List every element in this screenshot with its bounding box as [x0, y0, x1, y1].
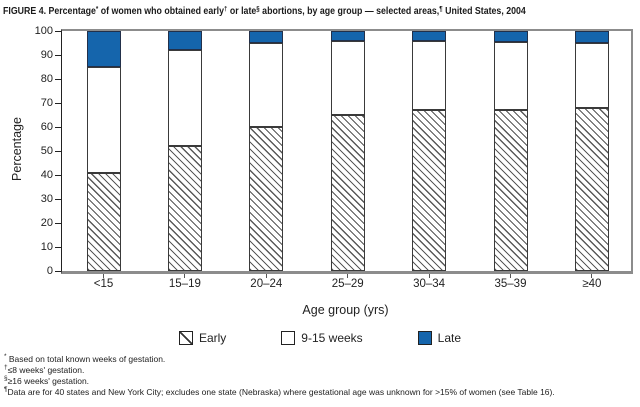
bar	[493, 31, 528, 271]
footnote-1: * Based on total known weeks of gestatio…	[4, 353, 166, 364]
bar-segment-late	[574, 31, 609, 43]
y-tick	[55, 198, 61, 200]
legend-label: 9-15 weeks	[301, 331, 363, 345]
figure-title: FIGURE 4. Percentage* of women who obtai…	[3, 6, 526, 17]
x-tick	[428, 274, 430, 278]
legend-swatch-fill-icon	[417, 331, 432, 345]
bar-segment-9-15-weeks	[412, 40, 447, 111]
bar	[412, 31, 447, 271]
bar	[249, 31, 284, 271]
footnote-symbol: †	[4, 364, 8, 371]
footnote-marker-asterisk: *	[95, 6, 99, 13]
legend-item-late: Late	[417, 331, 462, 345]
y-tick	[55, 102, 61, 104]
y-tick-label: 0	[46, 265, 53, 277]
x-axis-title: Age group (yrs)	[302, 303, 389, 317]
legend-label: Late	[437, 331, 462, 345]
y-tick	[55, 126, 61, 128]
footnote-marker-dagger: †	[223, 6, 228, 13]
y-tick	[55, 174, 61, 176]
bar-segment-early	[167, 146, 202, 271]
y-tick	[55, 78, 61, 80]
x-tick	[184, 274, 186, 278]
x-tick	[265, 274, 267, 278]
bar	[167, 31, 202, 271]
y-tick-label: 80	[40, 73, 53, 85]
footnote-3: §≥16 weeks' gestation.	[4, 375, 90, 386]
bar-segment-late	[167, 31, 202, 51]
bar-segment-late	[249, 31, 284, 43]
bar-segment-late	[86, 31, 121, 67]
y-axis-title: Percentage	[10, 117, 24, 181]
bar-segment-early	[493, 110, 528, 271]
y-tick	[55, 150, 61, 152]
bar	[574, 31, 609, 271]
footnote-marker-section: §	[256, 6, 260, 13]
bar-segment-9-15-weeks	[249, 43, 284, 127]
legend-item-9-15-weeks: 9-15 weeks	[281, 331, 363, 345]
bar-segment-9-15-weeks	[86, 67, 121, 173]
bar-segment-9-15-weeks	[574, 43, 609, 108]
legend-swatch-white-icon	[281, 331, 296, 345]
x-tick-label: 20–24	[250, 278, 283, 290]
bar-segment-late	[330, 31, 365, 41]
footnote-symbol: §	[4, 375, 8, 382]
bar-segment-early	[412, 110, 447, 271]
footnotes: * Based on total known weeks of gestatio…	[4, 353, 555, 398]
x-tick-label: 15–19	[168, 278, 201, 290]
x-tick-label: ≥40	[582, 278, 602, 290]
y-tick	[55, 54, 61, 56]
footnote-2: †≤8 weeks' gestation.	[4, 364, 85, 375]
y-tick-label: 20	[40, 217, 53, 229]
bar-segment-early	[249, 127, 284, 271]
y-tick-label: 40	[40, 169, 53, 181]
x-tick-label: 35–39	[494, 278, 527, 290]
bar-segment-late	[493, 31, 528, 42]
bar	[86, 31, 121, 271]
legend: Early 9-15 weeks Late	[0, 331, 640, 345]
footnote-marker-pilcrow: ¶	[439, 6, 443, 13]
y-tick-label: 100	[34, 25, 53, 37]
legend-swatch-hatch-icon	[178, 331, 193, 345]
y-tick-label: 70	[40, 97, 53, 109]
bar-segment-early	[330, 115, 365, 271]
legend-item-early: Early	[178, 331, 227, 345]
y-tick	[55, 270, 61, 272]
y-tick	[55, 222, 61, 224]
y-tick-label: 90	[40, 49, 53, 61]
bar-segment-early	[86, 172, 121, 271]
y-tick-label: 50	[40, 145, 53, 157]
x-tick	[591, 274, 593, 278]
bar-segment-early	[574, 107, 609, 271]
bar-segment-9-15-weeks	[330, 40, 365, 115]
x-tick-label: 25–29	[331, 278, 364, 290]
x-tick	[347, 274, 349, 278]
bar-segment-9-15-weeks	[167, 50, 202, 147]
plot-area: 0 10 20 30 40 50 60 70 80 90 100 <15 15–19 20–24 25–29…	[35, 25, 633, 290]
y-tick-label: 60	[40, 121, 53, 133]
footnote-4: ¶Data are for 40 states and New York Cit…	[4, 386, 555, 397]
y-tick	[55, 30, 61, 32]
footnote-symbol: ¶	[4, 386, 8, 393]
x-tick-label: <15	[93, 278, 114, 290]
bar	[330, 31, 365, 271]
x-tick	[103, 274, 104, 278]
footnote-symbol: *	[4, 353, 7, 360]
y-tick	[55, 246, 61, 248]
bar-segment-9-15-weeks	[493, 41, 528, 111]
x-tick-label: 30–34	[413, 278, 446, 290]
legend-label: Early	[198, 331, 227, 345]
x-tick	[510, 274, 511, 278]
y-tick-label: 30	[40, 193, 53, 205]
y-tick-label: 10	[40, 241, 53, 253]
bar-segment-late	[412, 31, 447, 41]
